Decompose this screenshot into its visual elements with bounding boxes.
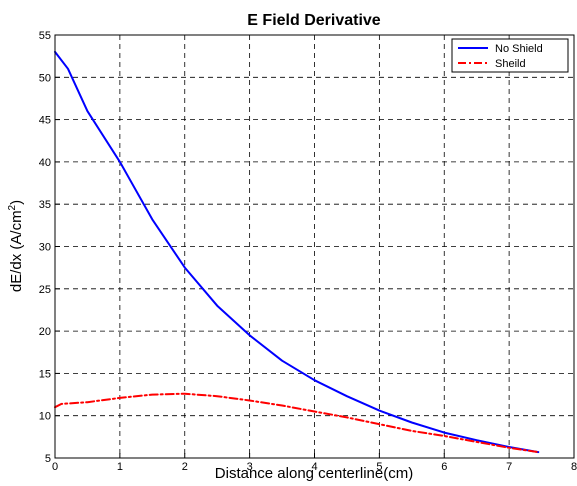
y-tick-label: 5 <box>45 453 51 465</box>
y-tick-label: 15 <box>39 368 51 380</box>
legend: No Shield Sheild <box>451 38 569 73</box>
y-axis-label-main: dE/dx (A/cm <box>8 210 25 292</box>
x-tick-label: 4 <box>311 461 317 473</box>
y-tick-label: 50 <box>39 72 51 84</box>
y-tick-labels: 5 10 15 20 25 30 35 40 45 50 55 <box>39 30 51 465</box>
y-tick-label: 35 <box>39 199 51 211</box>
y-tick-label: 10 <box>39 411 51 423</box>
x-tick-label: 3 <box>247 461 253 473</box>
y-tick-label: 45 <box>39 115 51 127</box>
x-tick-label: 0 <box>52 461 58 473</box>
x-tick-label: 5 <box>376 461 382 473</box>
x-tick-labels: 0 1 2 3 4 5 6 7 8 <box>52 461 577 473</box>
legend-label-sheild: Sheild <box>495 58 526 70</box>
series-group <box>54 50 540 454</box>
x-tick-label: 2 <box>182 461 188 473</box>
grid <box>54 34 575 459</box>
y-axis-label-close: ) <box>8 200 25 205</box>
y-tick-label: 40 <box>39 157 51 169</box>
legend-label-no-shield: No Shield <box>495 43 543 55</box>
y-axis-label: dE/dx (A/cm2) <box>7 200 25 292</box>
y-tick-label: 20 <box>39 326 51 338</box>
y-tick-label: 30 <box>39 242 51 254</box>
x-tick-label: 8 <box>571 461 577 473</box>
x-tick-label: 1 <box>117 461 123 473</box>
plot-frame <box>54 34 575 459</box>
y-axis-label-sup: 2 <box>7 204 18 210</box>
legend-box <box>451 38 569 73</box>
x-tick-label: 6 <box>441 461 447 473</box>
chart-title: E Field Derivative <box>247 12 380 29</box>
y-tick-label: 55 <box>39 30 51 42</box>
series-line-sheild <box>54 392 540 454</box>
series-line-no-shield <box>54 50 540 454</box>
y-tick-label: 25 <box>39 284 51 296</box>
x-axis-label: Distance along centerline(cm) <box>215 465 413 482</box>
x-tick-label: 7 <box>506 461 512 473</box>
